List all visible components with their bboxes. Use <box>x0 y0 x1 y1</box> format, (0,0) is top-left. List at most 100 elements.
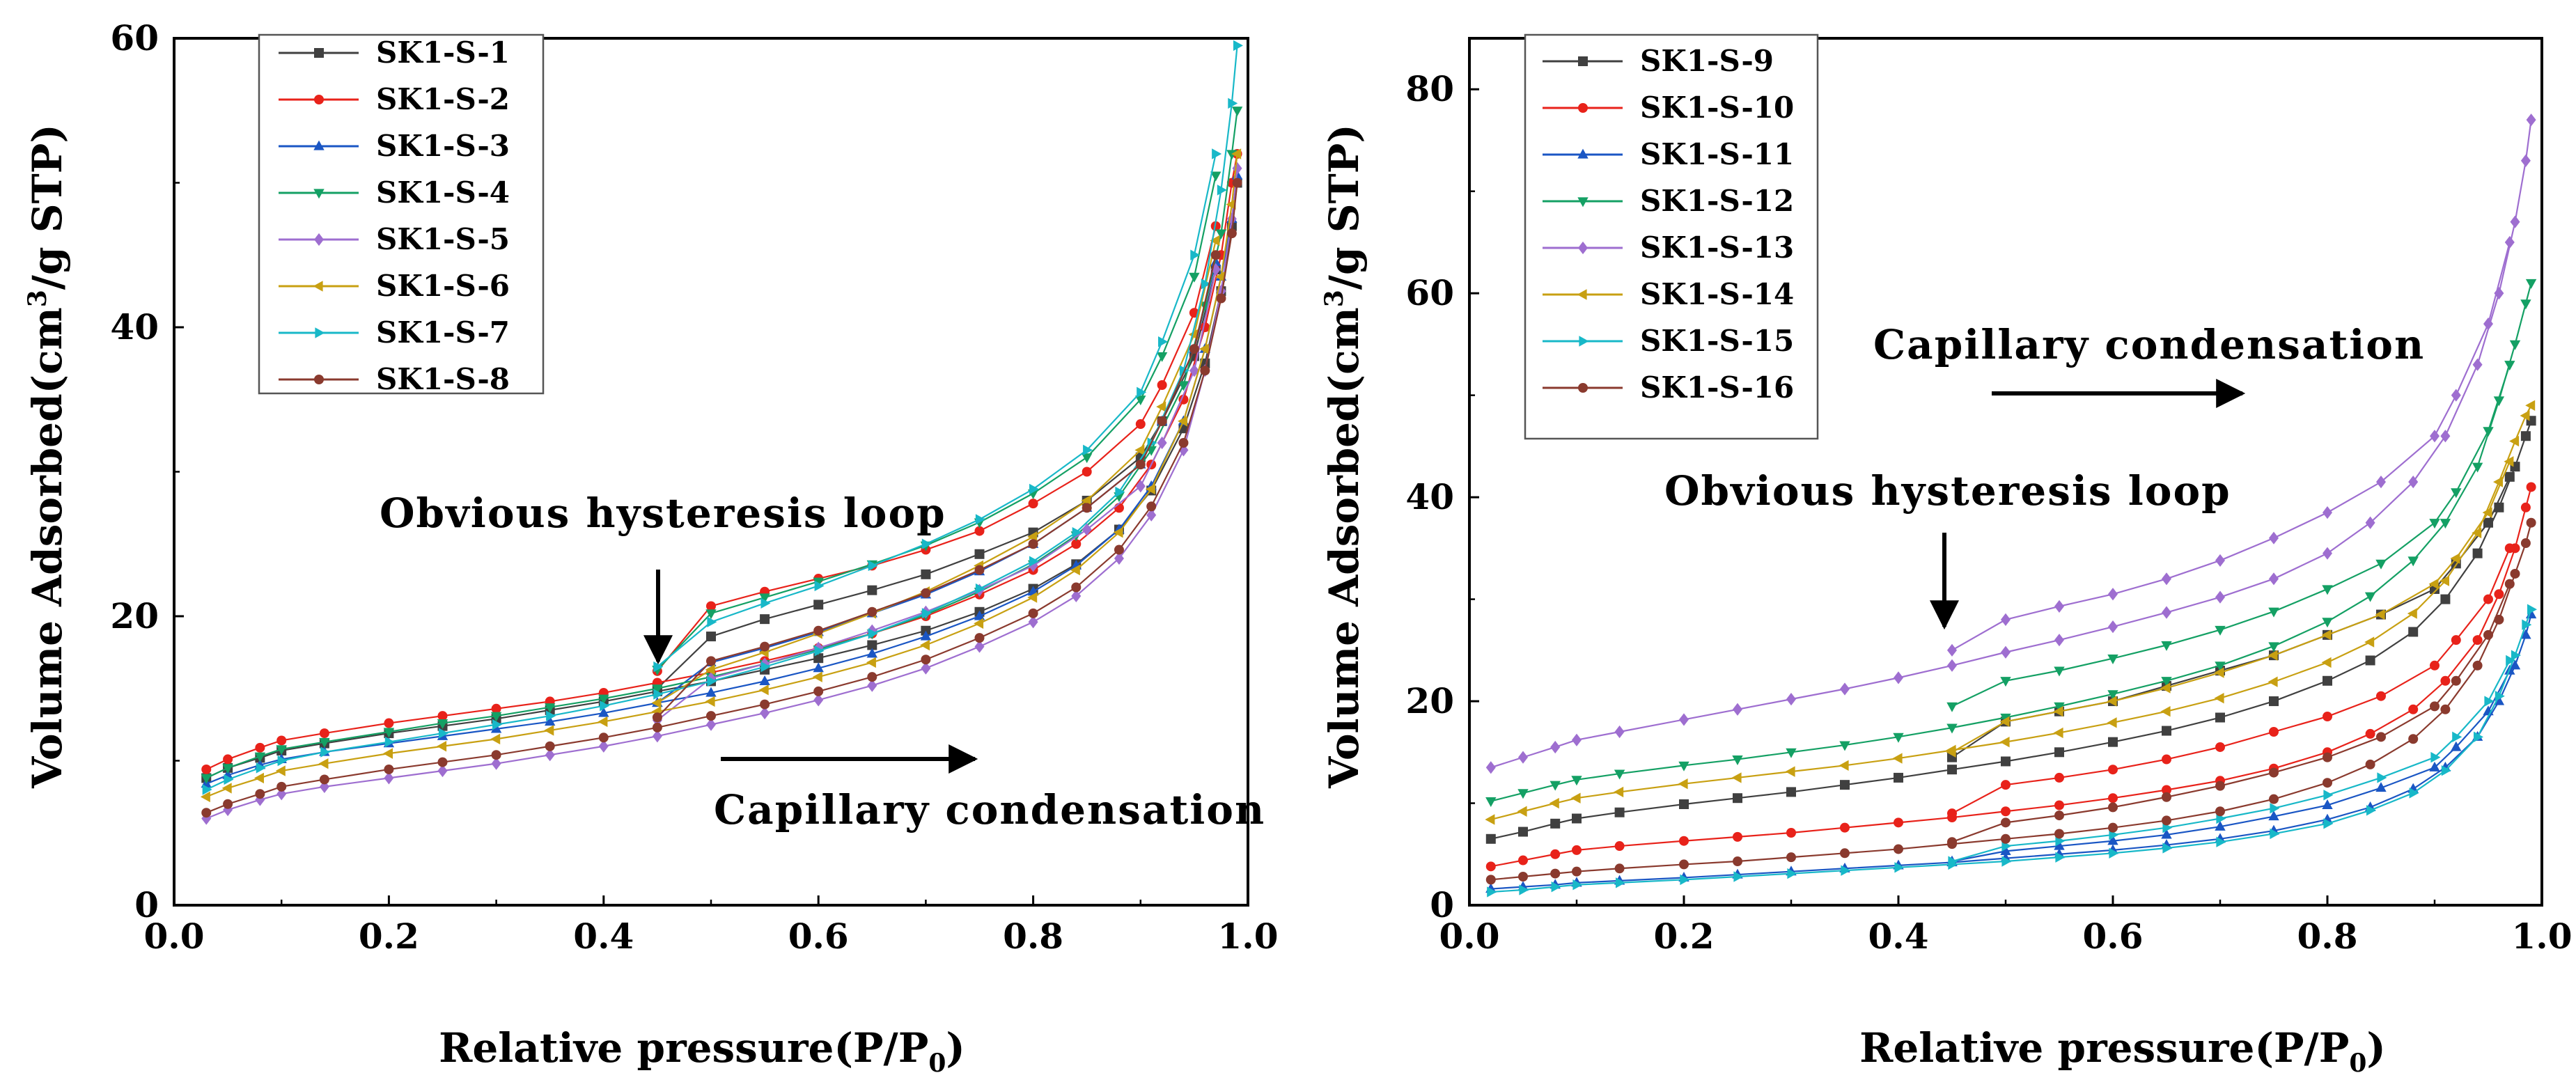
adsorption-point <box>652 684 663 695</box>
adsorption-point <box>2527 604 2537 615</box>
adsorption-point <box>705 696 715 707</box>
adsorption-point <box>1114 545 1124 555</box>
right-legend-items: SK1-S-9 SK1-S-10 SK1-S-11 SK1-S-12 SK1-S-13 S… <box>1543 44 1794 405</box>
legend-item-sk1-s-1: SK1-S-1 <box>279 36 510 70</box>
desorption-point <box>2001 780 2011 790</box>
adsorption-point <box>1070 564 1080 576</box>
legend-label: SK1-S-5 <box>376 222 510 256</box>
adsorption-line-sk1-s-12 <box>1490 283 2532 802</box>
adsorption-point <box>2001 645 2011 659</box>
adsorption-point <box>1614 769 1625 780</box>
desorption-line-sk1-s-12 <box>1951 364 2511 707</box>
adsorption-point <box>545 741 555 751</box>
adsorption-point <box>598 739 609 753</box>
desorption-point <box>2322 799 2333 810</box>
adsorption-point <box>1071 539 1082 549</box>
desorption-point <box>2323 752 2332 762</box>
adsorption-point <box>866 657 876 668</box>
adsorption-point <box>2407 608 2417 619</box>
desorption-point <box>2270 803 2280 814</box>
desorption-point <box>2504 361 2515 371</box>
adsorption-point <box>921 655 931 665</box>
legend-label: SK1-S-10 <box>1640 91 1794 125</box>
legend-label: SK1-S-1 <box>376 36 510 70</box>
adsorption-point <box>2520 538 2531 549</box>
adsorption-point <box>437 719 448 729</box>
adsorption-point <box>2440 575 2449 586</box>
desorption-point <box>2451 741 2462 751</box>
right-tick-layer: 0.0 0.2 0.4 0.6 0.8 1.0 0 20 40 60 80 <box>1405 68 2572 957</box>
legend-swatch-marker <box>1579 336 1589 347</box>
adsorption-point <box>2472 660 2483 671</box>
desorption-point <box>2000 845 2011 855</box>
adsorption-point <box>598 694 609 705</box>
adsorption-point <box>384 718 394 728</box>
desorption-point <box>1190 249 1201 260</box>
adsorption-point <box>1678 761 1689 772</box>
adsorption-point <box>2054 800 2064 810</box>
adsorption-point <box>1517 806 1527 817</box>
adsorption-point <box>2494 589 2504 600</box>
desorption-point <box>1210 221 1221 231</box>
desorption-point <box>2054 810 2064 821</box>
adsorption-point <box>201 808 212 818</box>
adsorption-point <box>1550 849 1561 859</box>
adsorption-point <box>2214 692 2224 704</box>
desorption-point <box>2451 635 2461 645</box>
adsorption-point <box>1731 772 1742 783</box>
desorption-point <box>1029 483 1039 495</box>
adsorption-point <box>2494 287 2504 300</box>
desorption-point <box>813 600 824 610</box>
adsorption-point <box>812 671 822 682</box>
right-y-tick-label: 0 <box>1430 884 1454 925</box>
legend-label: SK1-S-8 <box>376 362 510 396</box>
adsorption-point <box>2054 634 2064 647</box>
adsorption-point <box>1115 486 1125 498</box>
legend-item-sk1-s-12: SK1-S-12 <box>1543 184 1794 218</box>
left-y-tick-label: 0 <box>134 884 159 925</box>
desorption-point <box>2483 594 2493 604</box>
adsorption-point <box>1679 713 1689 726</box>
left-capillary-annotation: Capillary condensation <box>714 744 1264 833</box>
adsorption-point <box>1199 343 1209 354</box>
adsorption-point <box>2525 400 2536 411</box>
adsorption-point <box>2215 712 2225 723</box>
right-hysteresis-annotation: Obvious hysteresis loop <box>1664 467 2230 630</box>
adsorption-point <box>2055 852 2066 863</box>
adsorption-point <box>1733 856 1742 867</box>
adsorption-point <box>920 639 930 651</box>
desorption-point <box>2108 588 2118 601</box>
legend-swatch-marker <box>313 189 325 199</box>
desorption-point <box>2054 772 2064 783</box>
desorption-point <box>2429 761 2440 772</box>
desorption-point <box>2375 609 2385 620</box>
adsorption-point <box>2440 594 2451 604</box>
adsorption-point <box>1786 852 1796 863</box>
desorption-point <box>2504 579 2515 589</box>
adsorption-point <box>223 799 233 809</box>
desorption-point <box>2504 235 2515 249</box>
right-series-layer <box>1485 113 2537 898</box>
right-x-axis-title: Relative pressure(P/P0) <box>1859 1024 2386 1073</box>
adsorption-line-sk1-s-6 <box>205 153 1238 798</box>
right-y-axis-title: Volume Adsorbed(cm3/g STP) <box>1320 124 1368 789</box>
adsorption-point <box>2054 829 2064 839</box>
adsorption-point <box>2001 856 2012 867</box>
desorption-point <box>706 601 716 611</box>
adsorption-point <box>1216 293 1226 304</box>
adsorption-point <box>2441 765 2451 776</box>
desorption-point <box>2504 456 2514 467</box>
adsorption-point <box>2323 675 2332 686</box>
legend-swatch-marker <box>314 233 324 246</box>
desorption-point <box>2054 666 2065 677</box>
adsorption-point <box>2408 704 2419 714</box>
adsorption-point <box>492 719 502 730</box>
adsorption-point <box>2162 785 2171 795</box>
adsorption-point <box>814 645 825 657</box>
desorption-point <box>2483 629 2493 640</box>
legend-item-sk1-s-16: SK1-S-16 <box>1543 370 1794 405</box>
adsorption-point <box>490 712 502 722</box>
adsorption-point <box>1839 741 1850 751</box>
adsorption-point <box>2323 818 2334 829</box>
adsorption-point <box>1894 671 1903 684</box>
